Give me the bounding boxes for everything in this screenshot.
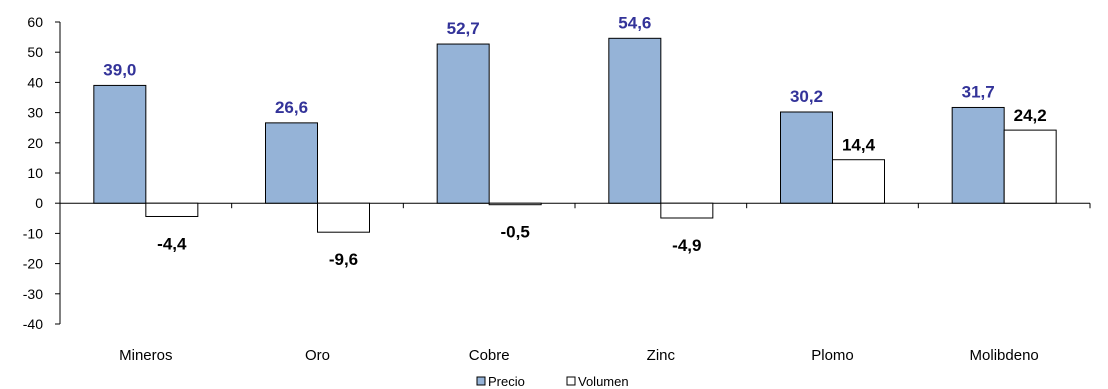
legend-swatch-volumen [566,376,576,386]
bar-volumen [488,202,542,206]
y-tick-label: 50 [27,44,43,60]
bar-precio [780,111,833,204]
y-tick-label: 30 [27,105,43,121]
data-label-volumen: -9,6 [329,250,358,269]
category-label: Zinc [647,347,676,364]
data-label-precio: 54,6 [618,13,651,32]
data-label-precio: 52,7 [447,19,480,38]
bar-volumen [660,202,714,219]
y-tick-label: 10 [27,165,43,181]
data-label-volumen: -0,5 [501,223,530,242]
category-label: Molibdeno [970,347,1039,364]
data-label-precio: 30,2 [790,87,823,106]
category-label: Cobre [469,347,510,364]
y-tick-label: 60 [27,14,43,30]
data-label-precio: 31,7 [962,82,995,101]
y-tick-label: 0 [35,195,43,211]
y-tick-label: 20 [27,135,43,151]
bar-volumen [145,202,199,217]
legend-label-volumen: Volumen [578,374,629,389]
data-label-precio: 26,6 [275,98,308,117]
y-tick-label: 40 [27,74,43,90]
bar-precio [608,37,662,204]
category-label: Oro [305,347,330,364]
y-tick-label: -40 [23,316,43,332]
category-label: Plomo [811,347,854,364]
data-label-precio: 39,0 [103,60,136,79]
category-label: Mineros [119,347,172,364]
bar-precio [265,122,318,204]
y-tick-label: -10 [23,225,43,241]
data-label-volumen: -4,4 [157,234,187,253]
bar-volumen [317,202,370,233]
data-label-volumen: 24,2 [1014,106,1047,125]
bar-volumen [1003,129,1057,204]
data-label-volumen: 14,4 [842,136,876,155]
bar-precio [93,84,147,204]
legend-swatch-precio [476,376,486,386]
y-tick-label: -20 [23,256,43,272]
bar-precio [436,43,490,204]
bar-volumen [832,159,885,204]
data-label-volumen: -4,9 [672,236,701,255]
bar-precio [951,106,1005,204]
legend-label-precio: Precio [488,374,525,389]
y-tick-label: -30 [23,286,43,302]
